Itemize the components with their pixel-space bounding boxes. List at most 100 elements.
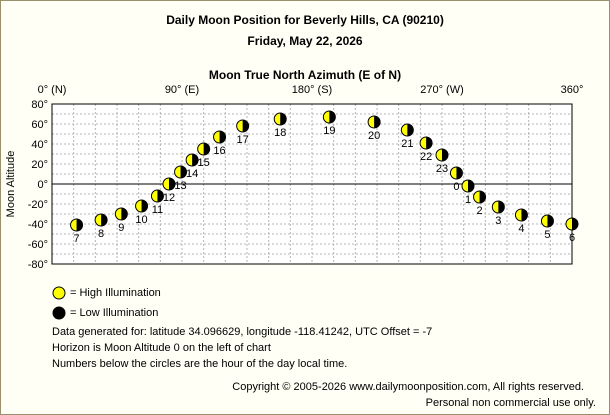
moon-illuminated-half — [462, 180, 468, 192]
hour-label: 1 — [465, 194, 471, 206]
y-tick-label: 0° — [37, 179, 48, 191]
legend-high-label: = High Illumination — [70, 287, 161, 299]
hour-label: 23 — [436, 163, 448, 175]
moon-dark-half — [329, 111, 336, 123]
hour-label: 14 — [186, 168, 198, 180]
moon-outline — [114, 207, 128, 221]
moon-dark-half — [479, 191, 486, 203]
moon-dark-half — [442, 149, 448, 161]
hour-label: 19 — [323, 125, 335, 137]
grid-layer — [51, 103, 573, 265]
chart-date: Friday, May 22, 2026 — [247, 34, 363, 48]
hour-label: 16 — [213, 145, 225, 157]
moon-dark-half — [121, 208, 128, 220]
moon-outline — [236, 119, 250, 133]
usage-notice: Personal non commercial use only. — [425, 397, 596, 409]
moon-dark-half — [407, 124, 414, 136]
legend-high-marker — [52, 286, 66, 300]
x-tick-label: 270° (W) — [420, 84, 464, 96]
y-tick-label: -20° — [28, 199, 48, 211]
moon-dark-half — [101, 214, 108, 226]
moon-outline — [162, 177, 176, 191]
y-axis-title: Moon Altitude — [5, 151, 17, 218]
moon-point — [322, 110, 336, 124]
x-tick-label: 0° (N) — [38, 84, 67, 96]
moon-illuminated-half — [115, 208, 122, 220]
moon-outline — [540, 214, 554, 228]
y-tick-label: 60° — [31, 119, 48, 131]
moon-point — [185, 153, 199, 167]
info-line-2: Horizon is Moon Altitude 0 on the left o… — [52, 342, 271, 354]
moon-illuminated-half — [473, 191, 480, 203]
y-tick-label: 20° — [31, 159, 48, 171]
moon-point — [435, 148, 449, 162]
hour-label: 3 — [495, 215, 501, 227]
moon-outline — [565, 217, 579, 231]
hour-label: 10 — [135, 214, 147, 226]
hour-label: 0 — [453, 181, 459, 193]
moon-point — [94, 213, 108, 227]
hour-label: 22 — [420, 151, 432, 163]
moon-outline — [135, 199, 149, 213]
moon-point — [213, 130, 227, 144]
y-tick-label: 80° — [31, 99, 48, 111]
moon-illuminated-half — [95, 214, 102, 226]
moon-outline — [150, 189, 164, 203]
hour-label: 13 — [174, 180, 186, 192]
moon-illuminated-half — [70, 219, 77, 231]
hour-label: 2 — [476, 205, 482, 217]
moon-dark-half — [572, 218, 578, 230]
moon-outline — [461, 179, 475, 193]
hour-label: 18 — [274, 127, 286, 139]
y-tick-label: -40° — [28, 219, 48, 231]
moon-dark-half — [456, 167, 463, 179]
moon-point — [197, 142, 211, 156]
moon-point — [419, 136, 433, 150]
moon-illuminated-half — [163, 178, 169, 190]
y-tick-label: -60° — [28, 239, 48, 251]
moon-illuminated-half — [420, 137, 427, 149]
legend-low-label: = Low Illumination — [70, 307, 159, 319]
moon-dark-half — [141, 200, 148, 212]
moon-dark-half — [157, 190, 164, 202]
hour-label: 12 — [163, 192, 175, 204]
moon-illuminated-half — [197, 143, 204, 155]
moon-point — [162, 177, 176, 191]
moon-illuminated-half — [541, 215, 548, 227]
moon-outline — [435, 148, 449, 162]
moon-point — [150, 189, 164, 203]
hour-label: 20 — [368, 130, 380, 142]
moon-outline — [174, 165, 188, 179]
moon-outline — [419, 136, 433, 150]
moon-outline — [322, 110, 336, 124]
x-tick-label: 180° (S) — [292, 84, 332, 96]
legend-low-marker — [52, 306, 66, 320]
moon-dark-half — [498, 201, 505, 213]
moon-dark-half — [180, 166, 187, 178]
moon-dark-half — [76, 219, 83, 231]
moon-illuminated-half — [151, 190, 158, 202]
moon-illuminated-half — [186, 154, 193, 166]
hour-label: 11 — [152, 204, 163, 216]
moon-point — [514, 208, 528, 222]
x-axis-title: Moon True North Azimuth (E of N) — [208, 68, 402, 82]
moon-illuminated-half — [492, 201, 499, 213]
moon-outline — [94, 213, 108, 227]
hour-label: 5 — [544, 229, 550, 241]
moon-outline — [185, 153, 199, 167]
moon-point — [174, 165, 188, 179]
moon-illuminated-half — [515, 209, 522, 222]
moon-point — [473, 190, 487, 204]
moon-illuminated-half — [566, 218, 572, 230]
moon-outline — [514, 208, 528, 222]
moon-point — [70, 218, 84, 232]
moon-dark-half — [169, 178, 175, 190]
moon-dark-half — [426, 137, 433, 149]
moon-outline — [197, 142, 211, 156]
moon-point — [273, 112, 287, 126]
plot-border — [51, 103, 573, 265]
moon-illuminated-half — [213, 131, 220, 143]
moon-point — [236, 119, 250, 133]
moon-point — [400, 123, 414, 137]
